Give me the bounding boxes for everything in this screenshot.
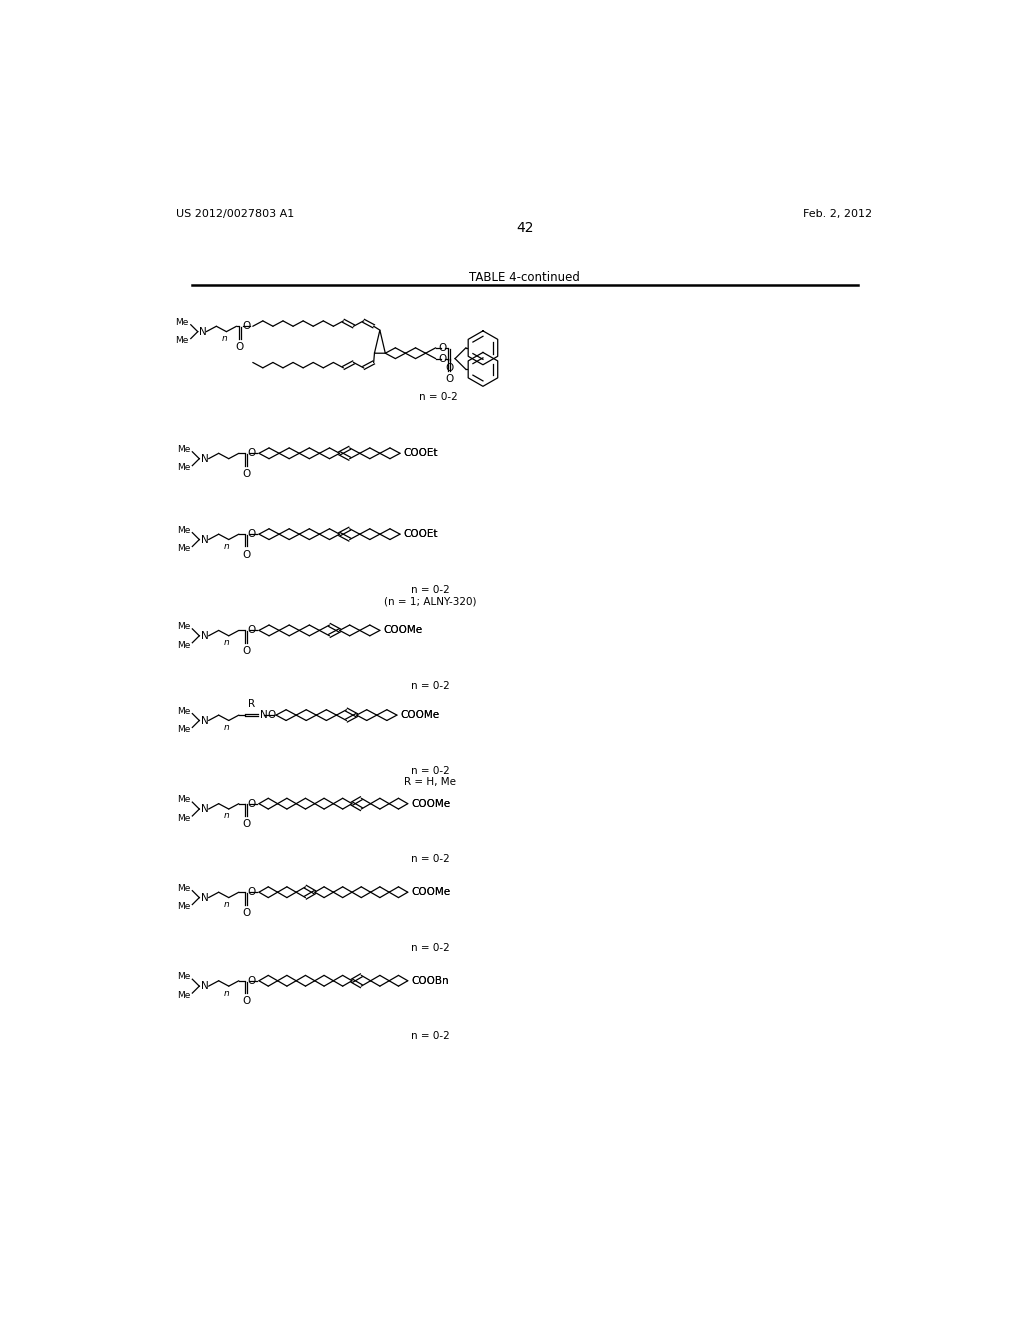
Text: O: O — [267, 710, 275, 721]
Text: O: O — [438, 343, 446, 352]
Text: Me: Me — [177, 814, 190, 822]
Text: n = 0-2: n = 0-2 — [411, 681, 450, 690]
Text: N: N — [201, 631, 209, 640]
Text: Me: Me — [177, 706, 190, 715]
Text: N: N — [201, 715, 209, 726]
Text: COOEt: COOEt — [403, 449, 437, 458]
Text: COOMe: COOMe — [411, 887, 450, 898]
Text: COOMe: COOMe — [411, 887, 450, 898]
Text: N: N — [200, 326, 207, 337]
Text: O: O — [243, 321, 251, 331]
Text: O: O — [248, 799, 256, 809]
Text: O: O — [242, 469, 250, 479]
Text: O: O — [242, 645, 250, 656]
Text: Me: Me — [177, 884, 190, 892]
Text: Me: Me — [177, 903, 190, 911]
Text: n = 0-2: n = 0-2 — [411, 942, 450, 953]
Text: Me: Me — [177, 463, 190, 473]
Text: COOEt: COOEt — [403, 449, 437, 458]
Text: R = H, Me: R = H, Me — [404, 777, 457, 787]
Text: n: n — [223, 989, 229, 998]
Text: n = 0-2: n = 0-2 — [419, 392, 458, 403]
Text: O: O — [445, 374, 454, 384]
Text: COOMe: COOMe — [411, 799, 450, 809]
Text: Me: Me — [177, 525, 190, 535]
Text: Me: Me — [177, 973, 190, 981]
Text: n = 0-2: n = 0-2 — [411, 1031, 450, 1041]
Text: COOMe: COOMe — [411, 799, 450, 809]
Text: TABLE 4-continued: TABLE 4-continued — [469, 271, 581, 284]
Text: O: O — [438, 354, 446, 363]
Text: COOEt: COOEt — [403, 529, 437, 539]
Text: O: O — [242, 997, 250, 1006]
Text: Me: Me — [177, 796, 190, 804]
Text: COOMe: COOMe — [400, 710, 439, 721]
Text: O: O — [242, 549, 250, 560]
Text: COOBn: COOBn — [411, 975, 449, 986]
Text: O: O — [248, 449, 256, 458]
Text: Feb. 2, 2012: Feb. 2, 2012 — [803, 209, 872, 219]
Text: O: O — [242, 908, 250, 917]
Text: n: n — [221, 334, 227, 343]
Text: n = 0-2: n = 0-2 — [411, 585, 450, 594]
Text: Me: Me — [177, 544, 190, 553]
Text: n = 0-2: n = 0-2 — [411, 854, 450, 865]
Text: COOMe: COOMe — [383, 626, 422, 635]
Text: Me: Me — [177, 640, 190, 649]
Text: n: n — [223, 723, 229, 731]
Text: N: N — [201, 804, 209, 814]
Text: O: O — [248, 887, 256, 898]
Text: O: O — [236, 342, 244, 351]
Text: Me: Me — [177, 622, 190, 631]
Text: O: O — [242, 818, 250, 829]
Text: Me: Me — [177, 991, 190, 999]
Text: N: N — [201, 981, 209, 991]
Text: N: N — [201, 454, 209, 463]
Text: 42: 42 — [516, 220, 534, 235]
Text: O: O — [445, 363, 454, 374]
Text: US 2012/0027803 A1: US 2012/0027803 A1 — [176, 209, 294, 219]
Text: Me: Me — [177, 725, 190, 734]
Text: n: n — [223, 639, 229, 647]
Text: COOMe: COOMe — [400, 710, 439, 721]
Text: R: R — [249, 700, 256, 709]
Text: O: O — [248, 975, 256, 986]
Text: COOBn: COOBn — [411, 975, 449, 986]
Text: O: O — [248, 529, 256, 539]
Text: O: O — [248, 626, 256, 635]
Text: Me: Me — [177, 445, 190, 454]
Text: COOMe: COOMe — [383, 626, 422, 635]
Text: n = 0-2: n = 0-2 — [411, 766, 450, 776]
Text: N: N — [201, 535, 209, 545]
Text: N: N — [201, 892, 209, 903]
Text: N: N — [260, 710, 267, 721]
Text: (n = 1; ALNY-320): (n = 1; ALNY-320) — [384, 597, 476, 606]
Text: Me: Me — [175, 318, 188, 327]
Text: n: n — [223, 900, 229, 909]
Text: n: n — [223, 543, 229, 550]
Text: COOEt: COOEt — [403, 529, 437, 539]
Text: Me: Me — [175, 337, 188, 346]
Text: n: n — [223, 812, 229, 821]
